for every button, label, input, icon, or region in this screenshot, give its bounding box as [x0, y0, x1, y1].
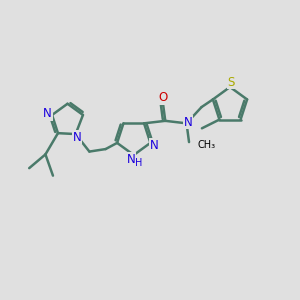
- Text: CH₃: CH₃: [198, 140, 216, 150]
- Text: O: O: [158, 91, 167, 104]
- Text: N: N: [127, 153, 136, 166]
- Text: N: N: [73, 130, 81, 144]
- Text: N: N: [183, 116, 192, 129]
- Text: N: N: [43, 107, 52, 120]
- Text: H: H: [135, 158, 142, 167]
- Text: N: N: [150, 139, 158, 152]
- Text: S: S: [228, 76, 235, 88]
